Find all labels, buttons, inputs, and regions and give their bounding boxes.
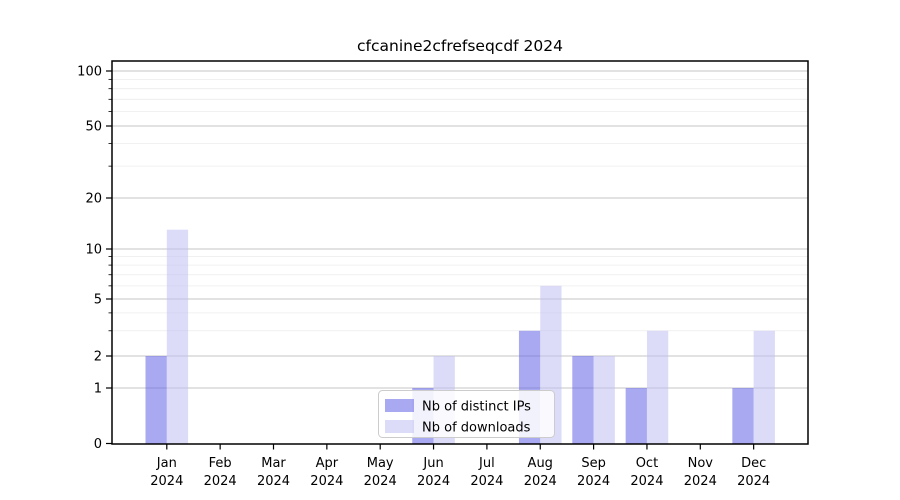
x-tick-label-month: Jul — [478, 456, 495, 471]
y-tick-label: 0 — [94, 437, 102, 452]
bar-distinct-ips-sep — [572, 356, 594, 444]
bar-downloads-jan — [166, 229, 189, 444]
x-tick-label-month: Mar — [261, 456, 286, 471]
legend-box — [378, 390, 555, 438]
x-tick-label-year: 2024 — [417, 474, 450, 489]
plot-border — [111, 60, 809, 445]
x-tick-label-month: Nov — [688, 456, 714, 471]
x-tick-label-year: 2024 — [524, 474, 557, 489]
x-tick-label-month: Jun — [422, 456, 443, 471]
chart-title: cfcanine2cfrefseqcdf 2024 — [357, 37, 563, 55]
x-tick-label-year: 2024 — [364, 474, 397, 489]
x-tick-label-month: Oct — [636, 456, 658, 471]
bar-downloads-dec — [753, 330, 775, 444]
x-tick-label-year: 2024 — [470, 474, 503, 489]
y-tick-label: 5 — [94, 293, 102, 308]
minor-gridlines — [112, 78, 808, 332]
x-tick-label-year: 2024 — [684, 474, 717, 489]
bar-distinct-ips-oct — [625, 388, 647, 444]
x-tick-label-year: 2024 — [257, 474, 290, 489]
x-tick-label-month: Dec — [741, 456, 766, 471]
x-tick-label-year: 2024 — [577, 474, 610, 489]
x-tick-label-month: Apr — [316, 456, 339, 471]
legend: Nb of distinct IPs Nb of downloads — [378, 390, 555, 438]
bar-distinct-ips-jan — [145, 356, 167, 444]
x-tick-label-year: 2024 — [737, 474, 770, 489]
bar-downloads-oct — [646, 330, 669, 444]
bar-downloads-sep — [593, 356, 615, 444]
x-axis-ticks: Jan 2024 Feb 2024 Mar 2024 Apr 2024 May 2024 Jun 20… — [150, 444, 770, 489]
major-gridlines — [112, 70, 808, 389]
y-axis-ticks: 0 1 2 5 10 20 50 100 — [77, 65, 112, 452]
legend-label-downloads: Nb of downloads — [422, 421, 531, 436]
bar-distinct-ips-dec — [732, 388, 754, 444]
x-tick-label-year: 2024 — [204, 474, 237, 489]
legend-swatch-downloads-icon — [385, 420, 414, 433]
y-tick-label: 100 — [77, 65, 102, 80]
x-tick-label-month: Feb — [209, 456, 232, 471]
x-tick-label-year: 2024 — [630, 474, 663, 489]
y-tick-label: 50 — [85, 120, 102, 135]
x-tick-label-month: Sep — [581, 456, 606, 471]
y-tick-label: 10 — [85, 243, 102, 258]
y-tick-label: 1 — [94, 382, 102, 397]
x-tick-label-month: Aug — [528, 456, 553, 471]
x-tick-label-month: Jan — [156, 456, 177, 471]
x-tick-label-year: 2024 — [310, 474, 343, 489]
legend-swatch-distinct-ips-icon — [385, 399, 414, 412]
legend-label-distinct-ips: Nb of distinct IPs — [422, 400, 531, 415]
x-tick-label-year: 2024 — [150, 474, 183, 489]
x-tick-label-month: May — [367, 456, 394, 471]
y-tick-label: 20 — [85, 192, 102, 207]
y-tick-label: 2 — [94, 350, 102, 365]
